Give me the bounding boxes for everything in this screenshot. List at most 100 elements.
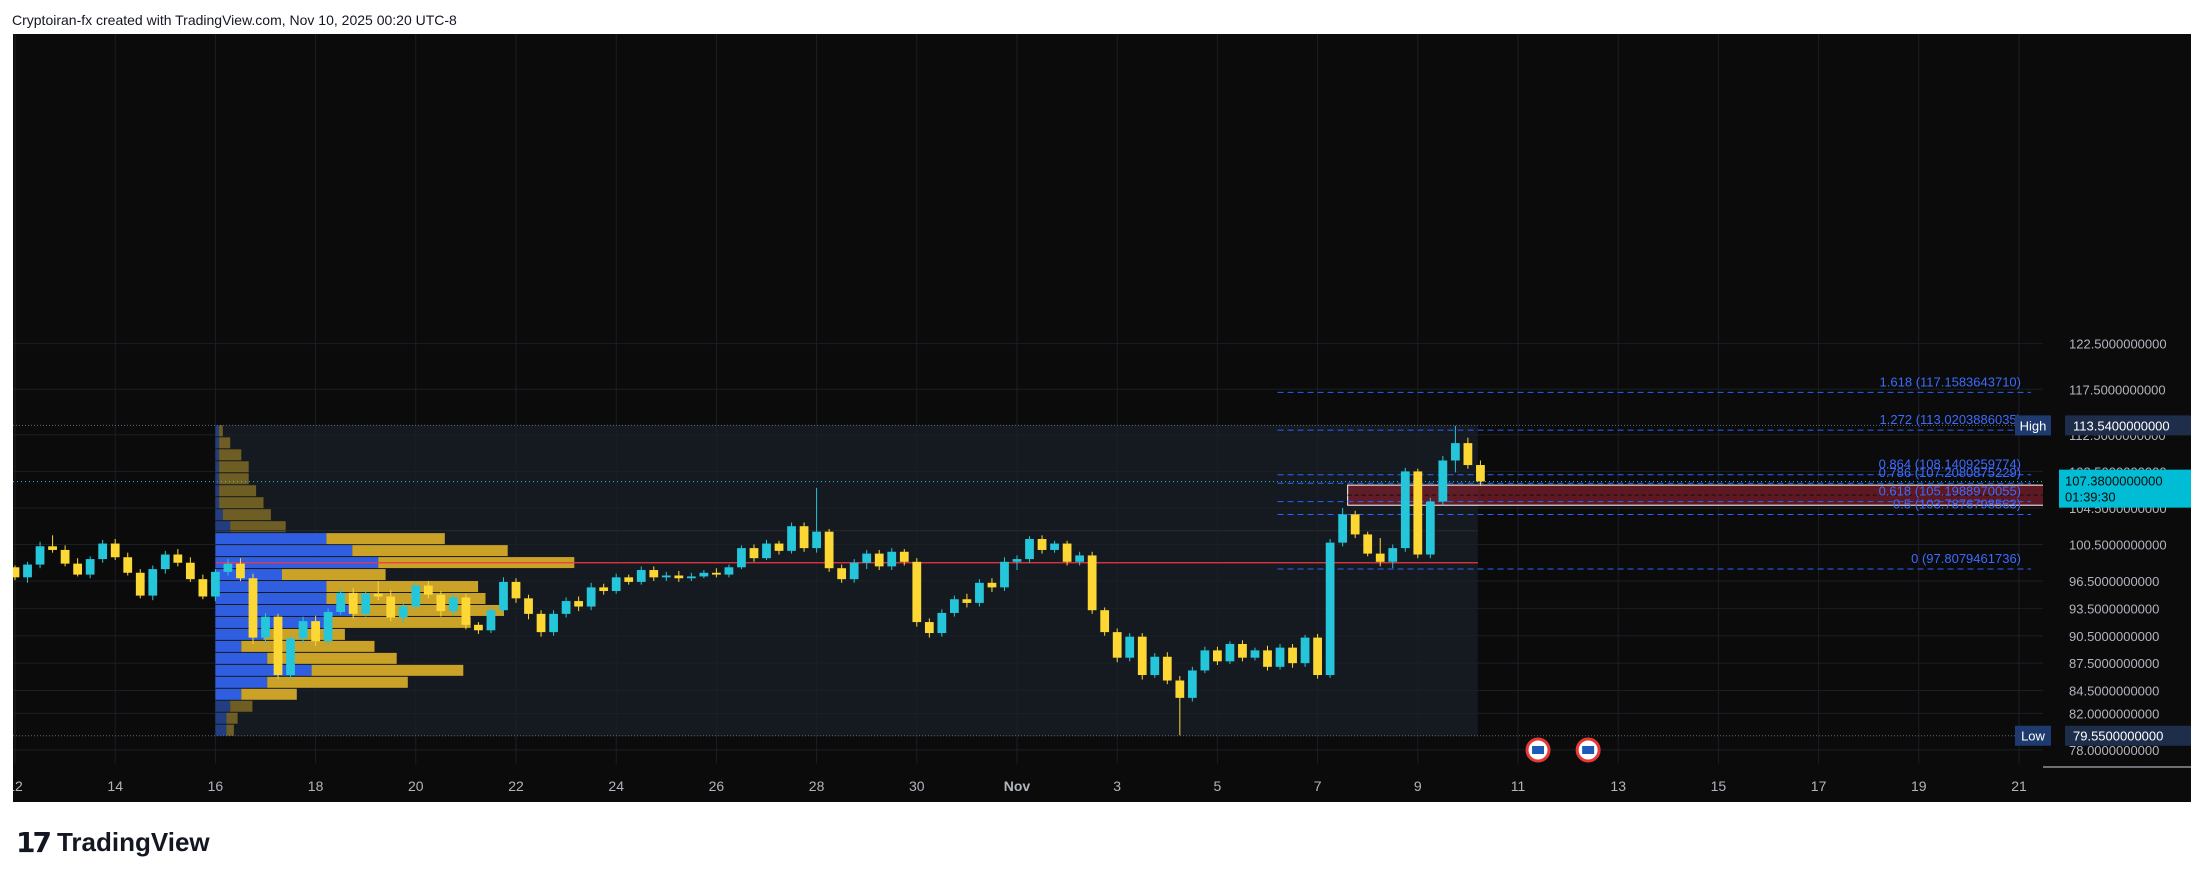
candle-body [286,638,295,676]
candle-body [1313,637,1322,676]
price-tick-label: 87.5000000000 [2069,656,2159,671]
volume-profile-down-bar [282,569,386,581]
candle-body [110,543,120,558]
candle-body [962,599,972,603]
candle-body [1112,632,1122,658]
price-tick-label: 96.5000000000 [2069,574,2159,589]
candle-body [1137,636,1147,676]
candle-body [173,554,183,563]
candle-body [674,575,684,579]
candle-body [148,569,158,596]
candle-body [1025,538,1034,560]
candle-body [1425,501,1435,555]
fib-level-label: 0.5 (103.7876798563) [1893,496,2021,511]
high-price-value: 113.5400000000 [2073,418,2170,433]
price-tick-label: 78.0000000000 [2069,743,2159,758]
candle-body [549,613,558,633]
time-tick-label: 7 [1314,778,1322,794]
time-tick-label: 5 [1214,778,1222,794]
candle-body [1100,610,1110,633]
fib-level-label: 0 (97.8079461736) [1911,551,2021,566]
price-tick-label: 100.5000000000 [2069,537,2167,552]
volume-profile-up-bar [215,652,268,664]
candle-body [699,572,709,577]
candle-body [411,585,421,607]
candle-body [1413,471,1423,555]
flag-icon [1582,746,1595,754]
bar-countdown: 01:39:30 [2065,490,2116,505]
candle-body [223,563,233,572]
candle-body [85,559,95,575]
volume-profile-down-bar [219,449,242,461]
time-tick-label: 13 [1610,778,1626,794]
volume-profile-down-bar [326,616,471,628]
volume-profile-up-bar [215,521,231,533]
candle-body [611,577,621,592]
volume-profile-up-bar [215,628,264,640]
candle-body [1213,650,1222,662]
time-tick-label: 15 [1711,778,1727,794]
price-tick-label: 90.5000000000 [2069,629,2159,644]
candle-body [924,622,934,634]
low-price-value: 79.5500000000 [2073,729,2163,744]
candle-body [1087,555,1097,611]
last-price-badge [2059,469,2191,508]
candle-body [298,621,308,639]
candle-body [686,576,696,579]
volume-profile-up-bar [215,712,227,724]
candle-body [1263,650,1272,667]
volume-profile-down-bar [219,437,231,449]
candle-body [912,561,922,623]
volume-profile-up-bar [215,688,242,700]
volume-profile-up-bar [215,473,220,485]
candle-body [361,593,371,614]
volume-profile-up-bar [215,593,327,604]
candle-body [311,621,320,642]
candle-body [1363,534,1373,554]
candle-body [273,616,283,676]
volume-profile-up-bar [215,569,282,581]
candle-body [887,551,897,567]
volume-profile-up-bar [215,461,220,473]
candle-body [624,577,634,582]
candle-body [599,587,609,592]
candle-body [248,578,258,638]
candle-body [787,526,796,551]
flag-icon [1532,746,1545,754]
fib-level-label: 0.786 (107.2080875229) [1879,465,2021,480]
candle-body [1075,555,1085,562]
low-price-badge [2065,725,2191,746]
candle-body [1476,465,1485,482]
price-tick-label: 82.0000000000 [2069,706,2159,721]
candle-body [586,587,596,607]
fib-level-label: 1.272 (113.0203886035) [1880,412,2021,427]
volume-profile-down-bar [219,425,223,437]
fib-level-label: 0.618 (105.1988970055) [1879,484,2021,499]
volume-profile-down-bar [230,700,253,712]
candle-body [35,546,45,565]
volume-profile-down-bar [326,581,479,593]
volume-profile-up-bar [215,449,220,461]
candle-body [13,567,20,578]
volume-profile-down-bar [219,473,249,485]
candle-body [373,593,383,597]
time-tick-label: 16 [208,778,224,794]
candle-body [499,581,508,611]
candle-body [899,551,909,562]
time-tick-label: 20 [408,778,424,794]
price-tick-label: 93.5000000000 [2069,601,2159,616]
candle-body [574,601,584,607]
candle-body [448,597,458,612]
candle-body [1225,643,1235,662]
candle-body [799,526,809,549]
volume-profile-down-bar [230,521,286,533]
high-price-badge [2065,415,2191,436]
volume-profile-down-bar [311,664,464,676]
brand-name: TradingView [56,827,210,857]
chart-area[interactable]: 1.618 (117.1583643710) 1.272 (113.0203886… [13,34,2191,802]
candle-body [211,571,220,597]
candle-body [323,612,333,642]
time-tick-label: 28 [809,778,825,794]
price-chart[interactable]: 1.618 (117.1583643710) 1.272 (113.0203886… [13,34,2191,802]
price-tick-label: 84.5000000000 [2069,684,2159,699]
